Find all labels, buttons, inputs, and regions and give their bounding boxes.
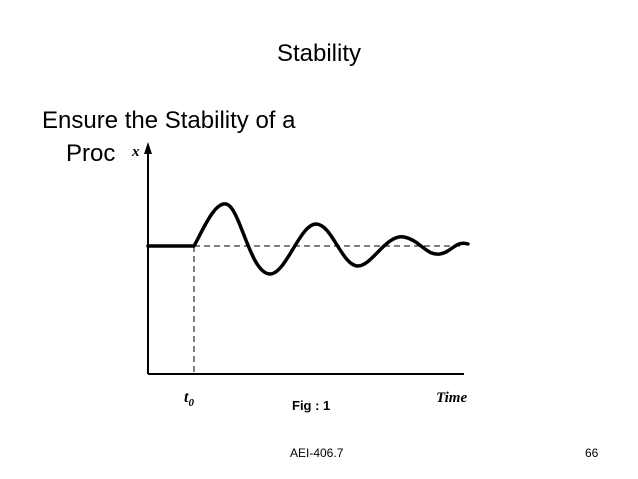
body-text: Ensure the Stability of a Proc (42, 104, 372, 170)
response-curve (146, 202, 470, 276)
footer-code: AEI-406.7 (290, 446, 344, 460)
figure-caption: Fig : 1 (292, 398, 331, 413)
y-axis-label: x (131, 144, 140, 160)
figure-backing (118, 162, 156, 412)
y-axis-arrow-icon (144, 142, 152, 154)
slide-title: Stability (276, 40, 362, 67)
t0-label: t0 (184, 389, 194, 409)
stability-response-figure: x Time t0 (118, 140, 488, 412)
body-text-line-2: Proc (66, 140, 116, 167)
page-number: 66 (585, 446, 599, 460)
body-text-line-1: Ensure the Stability of a (42, 107, 296, 134)
x-axis-label: Time (436, 390, 467, 406)
response-plot: x Time t0 (118, 142, 470, 412)
